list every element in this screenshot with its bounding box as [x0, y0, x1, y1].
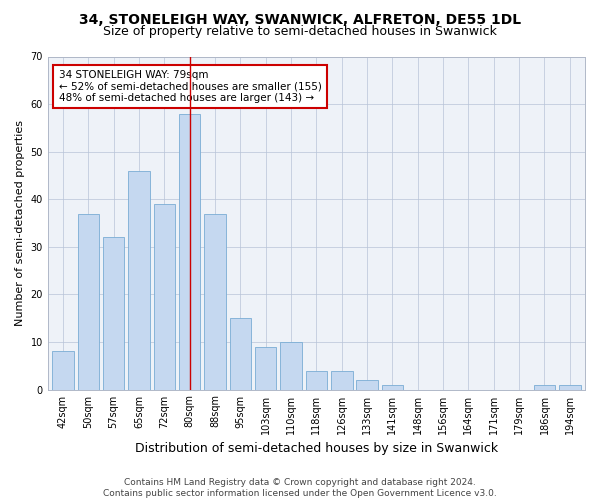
Bar — [103, 238, 124, 390]
Text: 34, STONELEIGH WAY, SWANWICK, ALFRETON, DE55 1DL: 34, STONELEIGH WAY, SWANWICK, ALFRETON, … — [79, 12, 521, 26]
Bar — [305, 370, 327, 390]
Bar — [179, 114, 200, 390]
Bar — [204, 214, 226, 390]
Text: 34 STONELEIGH WAY: 79sqm
← 52% of semi-detached houses are smaller (155)
48% of : 34 STONELEIGH WAY: 79sqm ← 52% of semi-d… — [59, 70, 322, 103]
Bar — [356, 380, 378, 390]
Bar — [128, 170, 150, 390]
Bar — [559, 385, 581, 390]
Bar — [52, 352, 74, 390]
Y-axis label: Number of semi-detached properties: Number of semi-detached properties — [15, 120, 25, 326]
Bar — [331, 370, 353, 390]
Bar — [77, 214, 99, 390]
Bar — [533, 385, 555, 390]
Bar — [280, 342, 302, 390]
Text: Contains HM Land Registry data © Crown copyright and database right 2024.
Contai: Contains HM Land Registry data © Crown c… — [103, 478, 497, 498]
Bar — [230, 318, 251, 390]
Bar — [154, 204, 175, 390]
Bar — [382, 385, 403, 390]
Text: Size of property relative to semi-detached houses in Swanwick: Size of property relative to semi-detach… — [103, 25, 497, 38]
Bar — [255, 346, 277, 390]
X-axis label: Distribution of semi-detached houses by size in Swanwick: Distribution of semi-detached houses by … — [135, 442, 498, 455]
